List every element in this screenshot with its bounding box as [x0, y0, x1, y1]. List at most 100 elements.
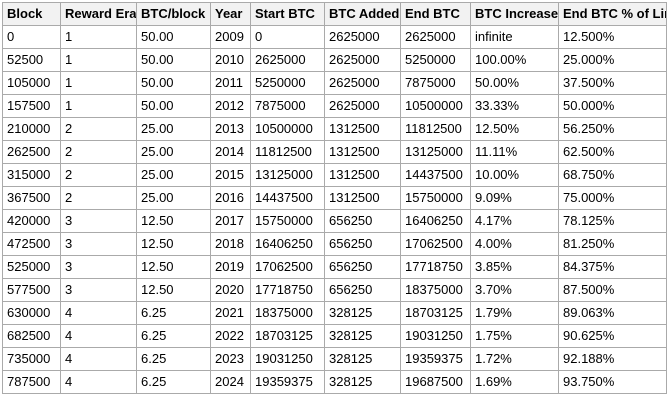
table-cell: 11812500 [250, 140, 325, 164]
table-cell: 2020 [210, 278, 251, 302]
table-cell: 52500 [2, 48, 61, 72]
table-cell: 56.250% [558, 117, 667, 141]
table-cell: 18703125 [400, 301, 471, 325]
table-cell: 1.79% [470, 301, 559, 325]
table-cell: 2 [60, 186, 137, 210]
table-cell: 50.00 [136, 94, 211, 118]
table-cell: 92.188% [558, 347, 667, 371]
table-cell: 2021 [210, 301, 251, 325]
table-row: 52500 1 50.00 2010 2625000 2625000 5250000 100.… [2, 48, 667, 72]
header-cell: Reward Era [60, 2, 137, 26]
table-row: 105000 1 50.00 2011 5250000 2625000 7875000 50.… [2, 71, 667, 95]
table-cell: 1.72% [470, 347, 559, 371]
table-cell: 25.00 [136, 163, 211, 187]
table-cell: 81.250% [558, 232, 667, 256]
table-cell: 577500 [2, 278, 61, 302]
table-cell: 1 [60, 94, 137, 118]
table-row: 577500 3 12.50 2020 17718750 656250 18375000 3.… [2, 278, 667, 302]
table-cell: 37.500% [558, 71, 667, 95]
table-cell: 50.00 [136, 25, 211, 49]
table-cell: 1 [60, 25, 137, 49]
table-cell: 19031250 [400, 324, 471, 348]
table-cell: 472500 [2, 232, 61, 256]
table-cell: 100.00% [470, 48, 559, 72]
table-cell: 12.50 [136, 209, 211, 233]
table-cell: 19359375 [250, 370, 325, 394]
table-cell: 6.25 [136, 301, 211, 325]
table-cell: 2010 [210, 48, 251, 72]
table-cell: 2017 [210, 209, 251, 233]
table-cell: 5250000 [250, 71, 325, 95]
table-cell: 2625000 [250, 48, 325, 72]
bitcoin-supply-table: Block Reward Era BTC/block Year Start BTC BTC… [2, 2, 667, 394]
table-cell: 2 [60, 140, 137, 164]
header-cell: Start BTC [250, 2, 325, 26]
table-cell: 6.25 [136, 324, 211, 348]
table-cell: 19687500 [400, 370, 471, 394]
header-cell: BTC Increase [470, 2, 559, 26]
table-cell: 328125 [324, 347, 401, 371]
table-row: 472500 3 12.50 2018 16406250 656250 17062500 4.… [2, 232, 667, 256]
table-cell: 4 [60, 370, 137, 394]
table-row: 525000 3 12.50 2019 17062500 656250 17718750 3.… [2, 255, 667, 279]
table-cell: 2015 [210, 163, 251, 187]
table-cell: 17062500 [400, 232, 471, 256]
table-cell: 13125000 [250, 163, 325, 187]
table-cell: 4.17% [470, 209, 559, 233]
table-cell: 12.50% [470, 117, 559, 141]
table-cell: 656250 [324, 232, 401, 256]
table-cell: 7875000 [250, 94, 325, 118]
table-cell: 3.70% [470, 278, 559, 302]
table-cell: 682500 [2, 324, 61, 348]
table-cell: 17718750 [250, 278, 325, 302]
header-cell: BTC/block [136, 2, 211, 26]
table-cell: 15750000 [400, 186, 471, 210]
table-cell: 19031250 [250, 347, 325, 371]
header-cell: Year [210, 2, 251, 26]
table-cell: 15750000 [250, 209, 325, 233]
table-cell: 6.25 [136, 347, 211, 371]
table-cell: 90.625% [558, 324, 667, 348]
table-cell: 2023 [210, 347, 251, 371]
table-row: 420000 3 12.50 2017 15750000 656250 16406250 4.… [2, 209, 667, 233]
table-cell: 25.00 [136, 140, 211, 164]
table-cell: 7875000 [400, 71, 471, 95]
table-cell: 25.00 [136, 117, 211, 141]
table-cell: 12.500% [558, 25, 667, 49]
header-cell: End BTC [400, 2, 471, 26]
table-cell: 11812500 [400, 117, 471, 141]
table-cell: 14437500 [250, 186, 325, 210]
table-row: 682500 4 6.25 2022 18703125 328125 19031250 1.7… [2, 324, 667, 348]
table-cell: 10500000 [250, 117, 325, 141]
table-cell: 2011 [210, 71, 251, 95]
table-cell: 656250 [324, 209, 401, 233]
table-cell: 2012 [210, 94, 251, 118]
table-cell: 89.063% [558, 301, 667, 325]
table-cell: 16406250 [250, 232, 325, 256]
table-row: 367500 2 25.00 2016 14437500 1312500 15750000 9… [2, 186, 667, 210]
table-cell: 1 [60, 48, 137, 72]
table-cell: 12.50 [136, 278, 211, 302]
table-cell: 17062500 [250, 255, 325, 279]
table-cell: 4 [60, 324, 137, 348]
table-cell: 328125 [324, 301, 401, 325]
table-cell: 25.00 [136, 186, 211, 210]
table-cell: 656250 [324, 255, 401, 279]
table-cell: 328125 [324, 370, 401, 394]
table-cell: 2019 [210, 255, 251, 279]
table-row: 157500 1 50.00 2012 7875000 2625000 10500000 33… [2, 94, 667, 118]
table-cell: 210000 [2, 117, 61, 141]
table-cell: 157500 [2, 94, 61, 118]
table-row: 630000 4 6.25 2021 18375000 328125 18703125 1.7… [2, 301, 667, 325]
table-cell: 50.000% [558, 94, 667, 118]
table-cell: 1 [60, 71, 137, 95]
table-cell: 18703125 [250, 324, 325, 348]
table-cell: 12.50 [136, 255, 211, 279]
table-cell: 4.00% [470, 232, 559, 256]
table-cell: 1.69% [470, 370, 559, 394]
table-cell: 328125 [324, 324, 401, 348]
table-cell: infinite [470, 25, 559, 49]
table-cell: 6.25 [136, 370, 211, 394]
table-cell: 2625000 [324, 48, 401, 72]
table-cell: 16406250 [400, 209, 471, 233]
